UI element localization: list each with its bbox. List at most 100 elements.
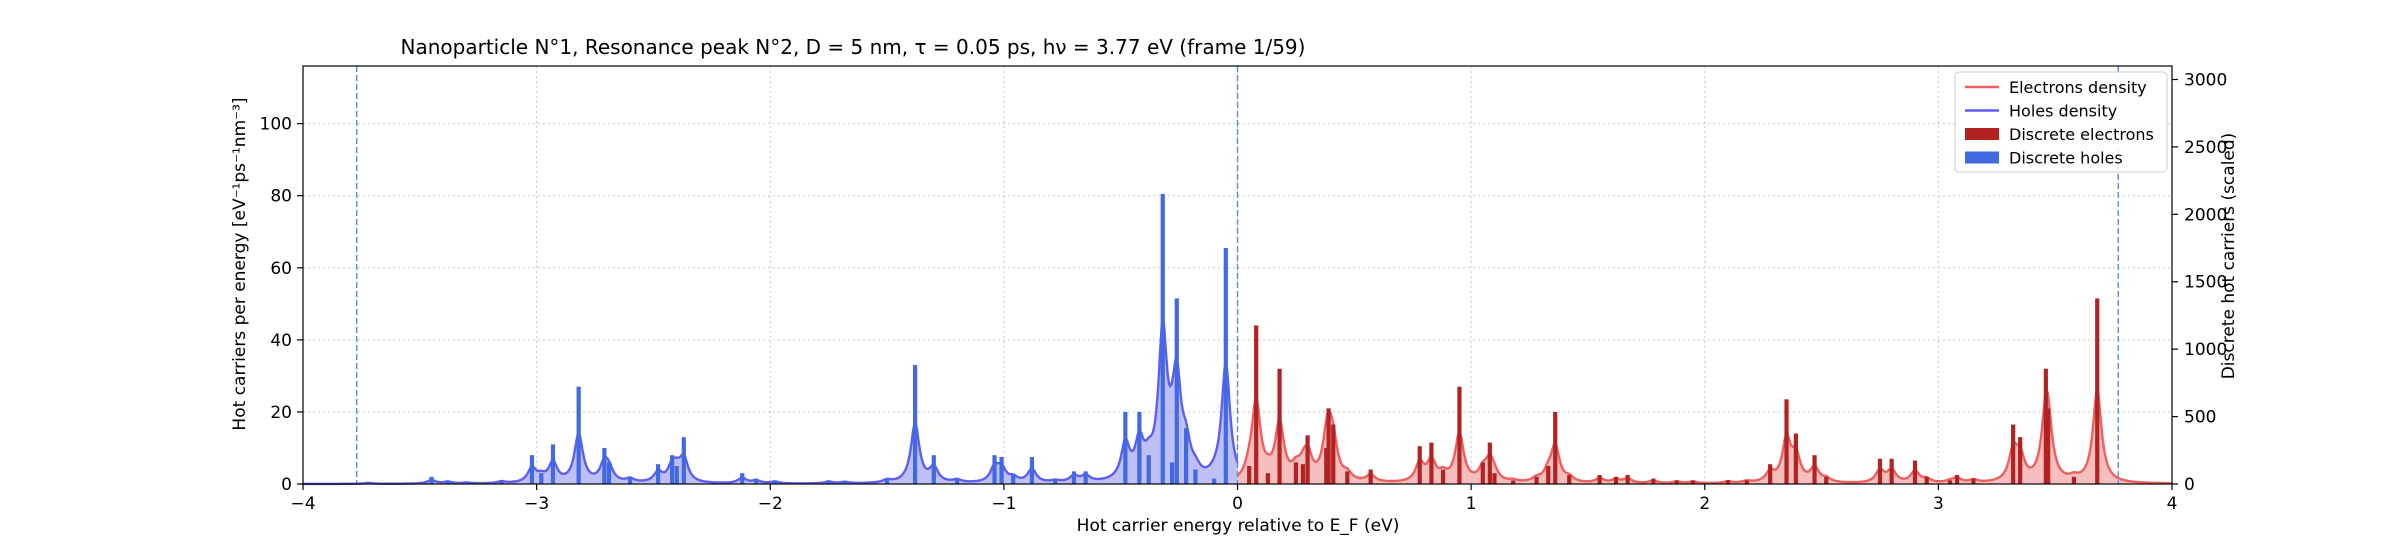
electron-bar — [1511, 480, 1516, 484]
hole-bar — [992, 455, 997, 484]
hole-bar — [464, 482, 469, 484]
electron-bar — [1567, 474, 1572, 484]
electrons-density-line — [1236, 385, 2172, 485]
x-tick-label: −1 — [991, 494, 1016, 514]
y2-axis-label: Discrete hot carriers (scaled) — [2219, 133, 2239, 380]
y2-tick-label: 3000 — [2184, 70, 2227, 90]
electron-bar — [1546, 465, 1551, 484]
hole-bar — [1053, 480, 1058, 484]
hole-bar — [550, 444, 556, 484]
electron-bar — [2043, 368, 2048, 484]
electron-bar — [1824, 476, 1829, 484]
hole-bar — [1011, 474, 1016, 484]
hole-bar — [772, 480, 778, 484]
electron-bar — [1947, 480, 1953, 484]
hole-bar — [826, 480, 831, 484]
hole-bar — [1212, 478, 1217, 484]
hole-bar — [1174, 298, 1179, 484]
electron-bar — [2018, 437, 2023, 484]
electron-bar — [2011, 424, 2016, 484]
electron-bar — [1726, 480, 1731, 484]
electron-bar — [1690, 480, 1696, 484]
hole-bar — [1029, 456, 1035, 484]
hole-bar — [627, 476, 633, 484]
hole-bar — [931, 455, 936, 484]
x-tick-label: 0 — [1232, 494, 1243, 514]
electron-bar — [1793, 433, 1798, 484]
discrete-bars — [366, 193, 2100, 484]
electron-bar — [1324, 447, 1329, 484]
electron-bar — [1924, 476, 1929, 484]
electron-bar — [1457, 386, 1462, 484]
holes-density-line — [303, 318, 1239, 486]
electron-bar — [1277, 368, 1282, 484]
hole-bar — [1146, 455, 1151, 484]
hole-bar — [445, 480, 450, 484]
electron-bar — [1368, 469, 1373, 484]
hole-bar — [1071, 471, 1077, 484]
y-tick-label: 60 — [270, 259, 292, 279]
hole-bar — [539, 473, 544, 484]
electron-bar — [1480, 462, 1485, 484]
electrons-density-fill — [1237, 389, 2172, 484]
x-axis-label: Hot carrier energy relative to E_F (eV) — [1077, 516, 1400, 536]
hole-bar — [842, 481, 848, 484]
holes-density-fill — [303, 319, 1238, 484]
legend-label: Holes density — [2009, 102, 2117, 121]
hole-bar — [656, 464, 661, 484]
electron-bar — [1812, 455, 1817, 484]
legend-patch-swatch — [1965, 151, 1999, 164]
electron-bar — [1345, 471, 1350, 484]
hole-bar — [1193, 469, 1198, 484]
hole-bar — [670, 455, 675, 484]
electron-bar — [1305, 435, 1310, 484]
electron-bar — [1534, 476, 1539, 484]
electron-bar — [1487, 442, 1492, 484]
hole-bar — [429, 476, 434, 484]
hole-bar — [754, 478, 759, 484]
y-axis-label: Hot carriers per energy [eV⁻¹ps⁻¹nm⁻³] — [230, 97, 250, 430]
electron-bar — [1877, 458, 1883, 484]
hole-bar — [1223, 247, 1228, 484]
legend-label: Discrete holes — [2009, 149, 2123, 168]
x-tick-label: −2 — [758, 494, 783, 514]
y2-tick-label: 2000 — [2184, 205, 2227, 225]
electron-bar — [1492, 473, 1497, 484]
hole-bar — [602, 447, 607, 484]
hole-bar — [1123, 411, 1128, 484]
electron-bar — [1553, 411, 1558, 484]
hole-bar — [955, 478, 960, 484]
hole-bar — [576, 386, 581, 484]
electron-bar — [2095, 298, 2100, 484]
y2-tick-label: 2500 — [2184, 138, 2227, 158]
hole-bar — [1083, 471, 1088, 484]
y2-tick-label: 1500 — [2184, 273, 2227, 293]
y-axis-left: 0 20 40 60 80 100 — [260, 115, 303, 495]
electron-bar — [1326, 408, 1331, 484]
y-axis-right: 0 500 1000 1500 2000 2500 3000 — [2172, 70, 2227, 495]
y2-tick-label: 0 — [2184, 475, 2195, 495]
legend-box — [1954, 71, 2168, 173]
reference-lines — [356, 66, 2119, 484]
hole-bar — [674, 465, 679, 484]
y-tick-label: 0 — [281, 475, 292, 495]
hole-bar — [740, 473, 745, 484]
electron-bar — [1429, 442, 1434, 484]
electron-bar — [1784, 399, 1789, 484]
electron-bar — [1247, 465, 1252, 484]
legend-label: Electrons density — [2009, 78, 2147, 97]
x-tick-label: −4 — [290, 494, 315, 514]
electron-bar — [1954, 474, 1960, 484]
electron-bar — [1625, 474, 1630, 484]
y2-tick-label: 500 — [2184, 408, 2216, 428]
electron-bar — [2071, 476, 2076, 484]
electron-bar — [1651, 478, 1656, 484]
electron-bar — [1254, 325, 1259, 484]
x-axis: −4 −3 −2 −1 0 1 2 3 4 — [290, 484, 2177, 514]
electron-bar — [1597, 474, 1602, 484]
electron-bar — [1613, 476, 1619, 484]
hole-bar — [884, 478, 890, 484]
y-tick-label: 80 — [270, 187, 292, 207]
x-tick-label: 2 — [1699, 494, 1710, 514]
electron-bar — [1300, 464, 1306, 484]
